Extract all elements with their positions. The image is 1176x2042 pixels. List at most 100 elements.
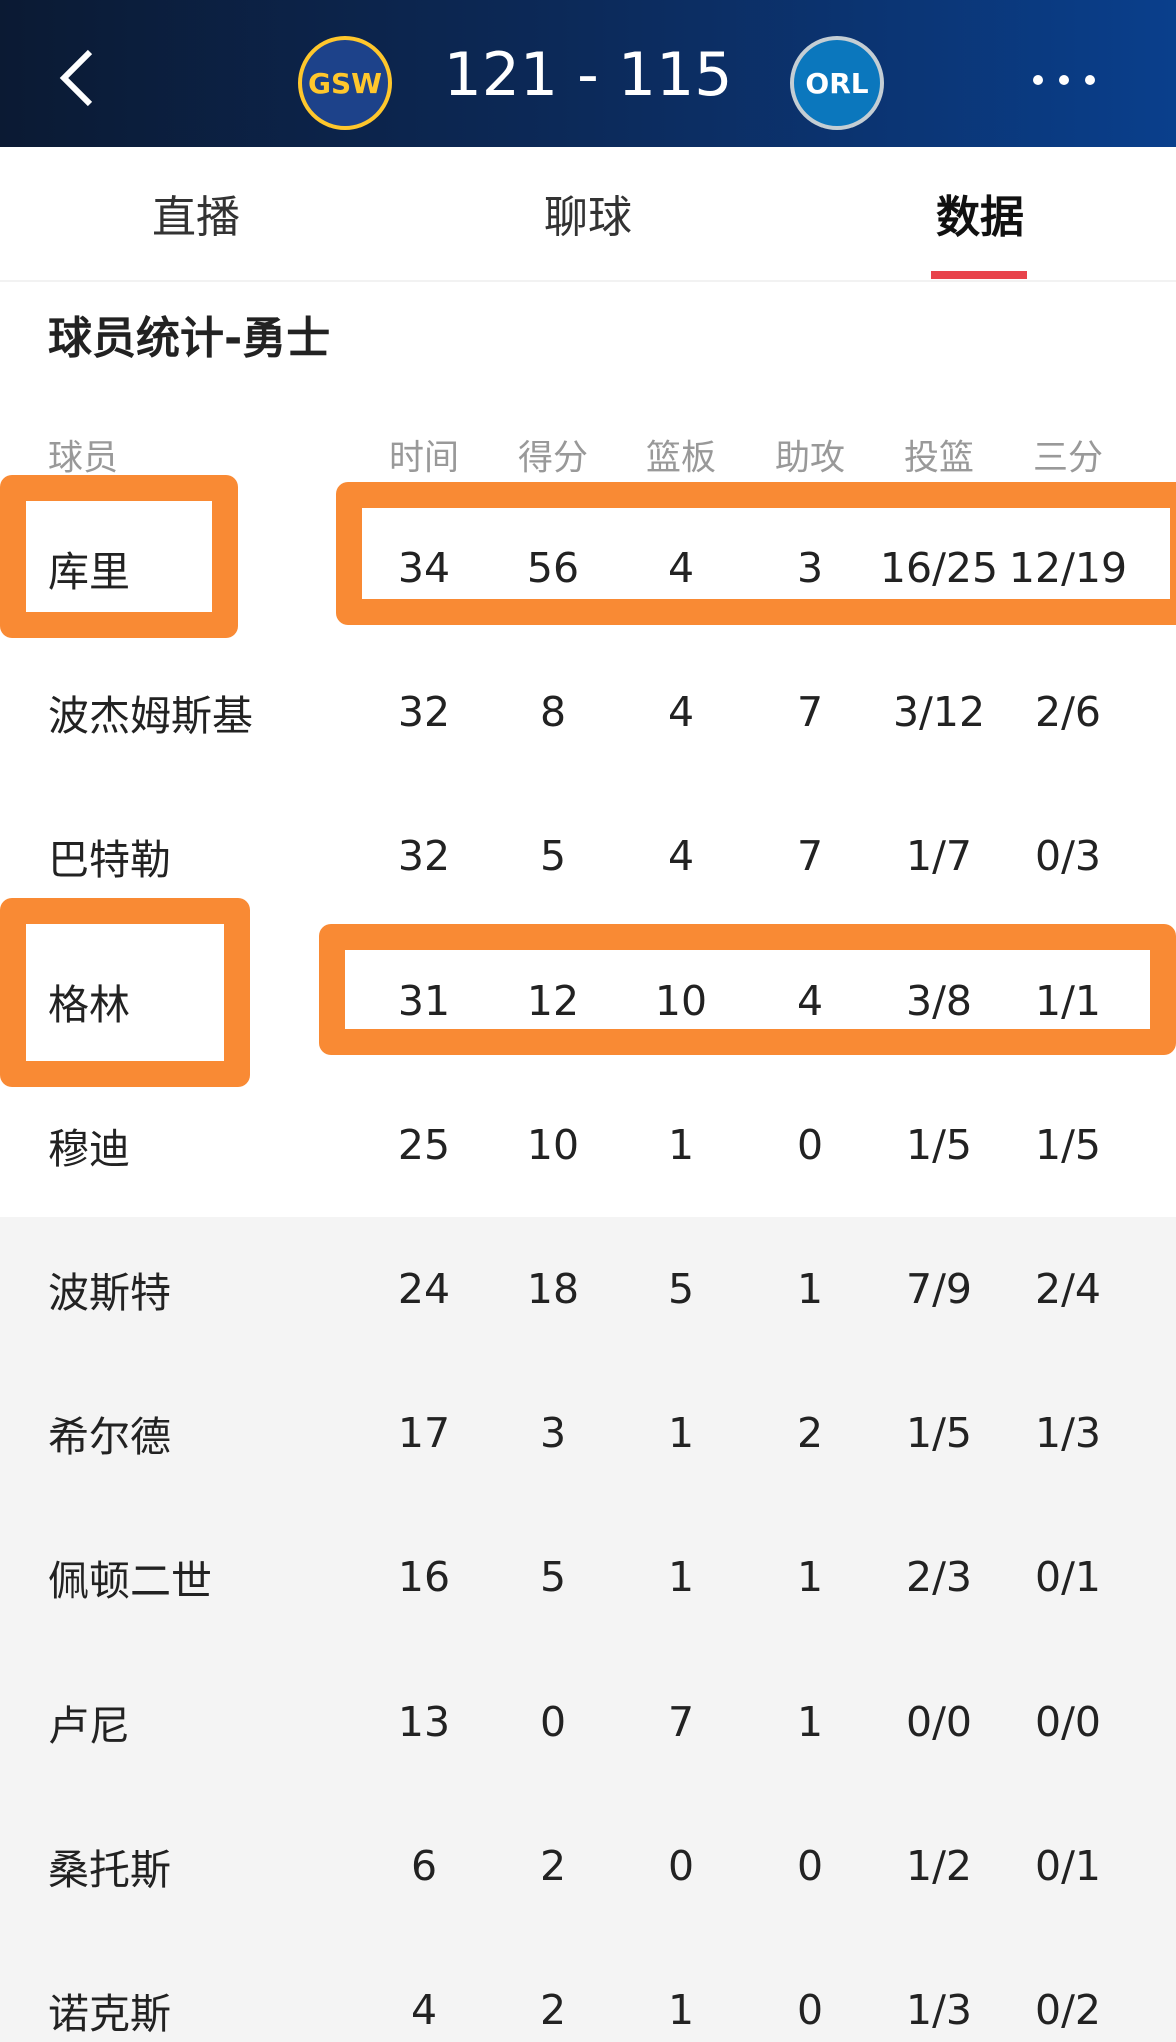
stat-value: 1/2 — [906, 1841, 972, 1890]
column-header: 球员 — [48, 438, 119, 479]
stat-value: 12/19 — [1008, 544, 1128, 592]
stat-value: 7 — [667, 1697, 695, 1746]
stat-value: 32 — [397, 832, 451, 881]
player-name[interactable]: 桑托斯 — [48, 1845, 171, 1894]
stat-value: 0 — [796, 1841, 824, 1890]
stat-value: 1 — [796, 1697, 824, 1746]
stat-value: 2 — [539, 1841, 567, 1890]
stat-value: 5 — [667, 1265, 695, 1313]
stat-value: 10 — [526, 1120, 580, 1169]
stat-value: 0/0 — [1035, 1697, 1101, 1746]
stat-value: 3/12 — [892, 688, 986, 737]
stat-value: 7 — [796, 688, 824, 737]
stat-value: 7/9 — [906, 1265, 972, 1313]
tab[interactable]: 直播 — [152, 192, 240, 243]
stat-value: 1 — [667, 1986, 695, 2034]
stat-value: 24 — [397, 1265, 451, 1313]
stat-value: 1 — [667, 1553, 695, 1602]
stat-value: 17 — [397, 1409, 451, 1458]
score: 121 - 115 — [443, 40, 733, 110]
stat-value: 25 — [397, 1120, 451, 1169]
stat-value: 1/1 — [1035, 976, 1101, 1025]
stat-value: 2/3 — [906, 1553, 972, 1602]
stat-value: 5 — [539, 832, 567, 881]
stat-value: 0 — [667, 1841, 695, 1890]
stat-value: 16/25 — [879, 544, 999, 592]
stat-value: 5 — [539, 1553, 567, 1602]
tab[interactable]: 数据 — [936, 192, 1024, 243]
stat-value: 1 — [796, 1553, 824, 1602]
stat-value: 0 — [796, 1986, 824, 2034]
stat-value: 4 — [796, 976, 824, 1025]
stat-value: 2 — [796, 1409, 824, 1458]
stat-value: 1/7 — [906, 832, 972, 881]
bench-background — [0, 1217, 1176, 2042]
stat-value: 1/5 — [1035, 1120, 1101, 1169]
tab-indicator — [931, 271, 1027, 279]
stat-value: 10 — [654, 976, 708, 1025]
player-name[interactable]: 佩顿二世 — [48, 1557, 212, 1606]
stat-value: 12 — [526, 976, 580, 1025]
stat-value: 0/3 — [1035, 832, 1101, 881]
stat-value: 1 — [667, 1120, 695, 1169]
stat-value: 4 — [667, 832, 695, 881]
column-header: 助攻 — [774, 438, 845, 479]
column-header: 投篮 — [903, 438, 974, 479]
column-header: 篮板 — [645, 438, 716, 479]
player-name[interactable]: 波杰姆斯基 — [48, 692, 253, 741]
stat-value: 3/8 — [906, 976, 972, 1025]
stat-value: 16 — [397, 1553, 451, 1602]
highlight-box — [0, 475, 238, 638]
away-logo[interactable]: ORL — [790, 36, 884, 130]
stat-value: 1/5 — [906, 1409, 972, 1458]
stat-value: 8 — [539, 688, 567, 737]
stat-value: 56 — [526, 544, 580, 592]
stat-value: 31 — [397, 976, 451, 1025]
stat-value: 1/5 — [906, 1120, 972, 1169]
player-name[interactable]: 希尔德 — [48, 1413, 171, 1462]
stat-value: 0 — [539, 1697, 567, 1746]
stat-value: 4 — [410, 1986, 438, 2034]
tab[interactable]: 聊球 — [544, 192, 632, 243]
stat-value: 7 — [796, 832, 824, 881]
stat-value: 3 — [796, 544, 824, 592]
stat-value: 4 — [667, 688, 695, 737]
highlight-box — [0, 898, 250, 1087]
stat-value: 2/6 — [1035, 688, 1101, 737]
player-name[interactable]: 诺克斯 — [48, 1990, 171, 2038]
stat-value: 32 — [397, 688, 451, 737]
column-header: 得分 — [517, 438, 588, 479]
stat-value: 1 — [796, 1265, 824, 1313]
more-button[interactable] — [1030, 70, 1100, 90]
player-name[interactable]: 巴特勒 — [48, 836, 171, 885]
stat-value: 18 — [526, 1265, 580, 1313]
stat-value: 34 — [397, 544, 451, 592]
stat-value: 0 — [796, 1120, 824, 1169]
stat-value: 1 — [667, 1409, 695, 1458]
stat-value: 0/1 — [1035, 1841, 1101, 1890]
stat-value: 2/4 — [1035, 1265, 1101, 1313]
column-header: 三分 — [1032, 438, 1103, 479]
score-header: GSW 121 - 115 ORL — [0, 0, 1176, 147]
player-name[interactable]: 卢尼 — [48, 1701, 130, 1750]
highlight-box — [336, 482, 1176, 625]
player-name[interactable]: 穆迪 — [48, 1124, 130, 1173]
stat-value: 13 — [397, 1697, 451, 1746]
tab-bar: 直播 聊球 数据 — [0, 147, 1176, 282]
player-name[interactable]: 库里 — [48, 548, 130, 596]
stat-value: 0/0 — [906, 1697, 972, 1746]
player-name[interactable]: 格林 — [48, 980, 130, 1029]
stat-value: 0/2 — [1035, 1986, 1101, 2034]
stat-value: 4 — [667, 544, 695, 592]
stat-value: 2 — [539, 1986, 567, 2034]
stat-value: 6 — [410, 1841, 438, 1890]
stat-value: 1/3 — [1035, 1409, 1101, 1458]
home-logo[interactable]: GSW — [298, 36, 392, 130]
player-name[interactable]: 波斯特 — [48, 1269, 171, 1317]
column-header: 时间 — [388, 438, 459, 479]
highlight-box — [319, 924, 1176, 1055]
stat-value: 1/3 — [906, 1986, 972, 2034]
stat-value: 0/1 — [1035, 1553, 1101, 1602]
back-button[interactable] — [56, 48, 96, 108]
